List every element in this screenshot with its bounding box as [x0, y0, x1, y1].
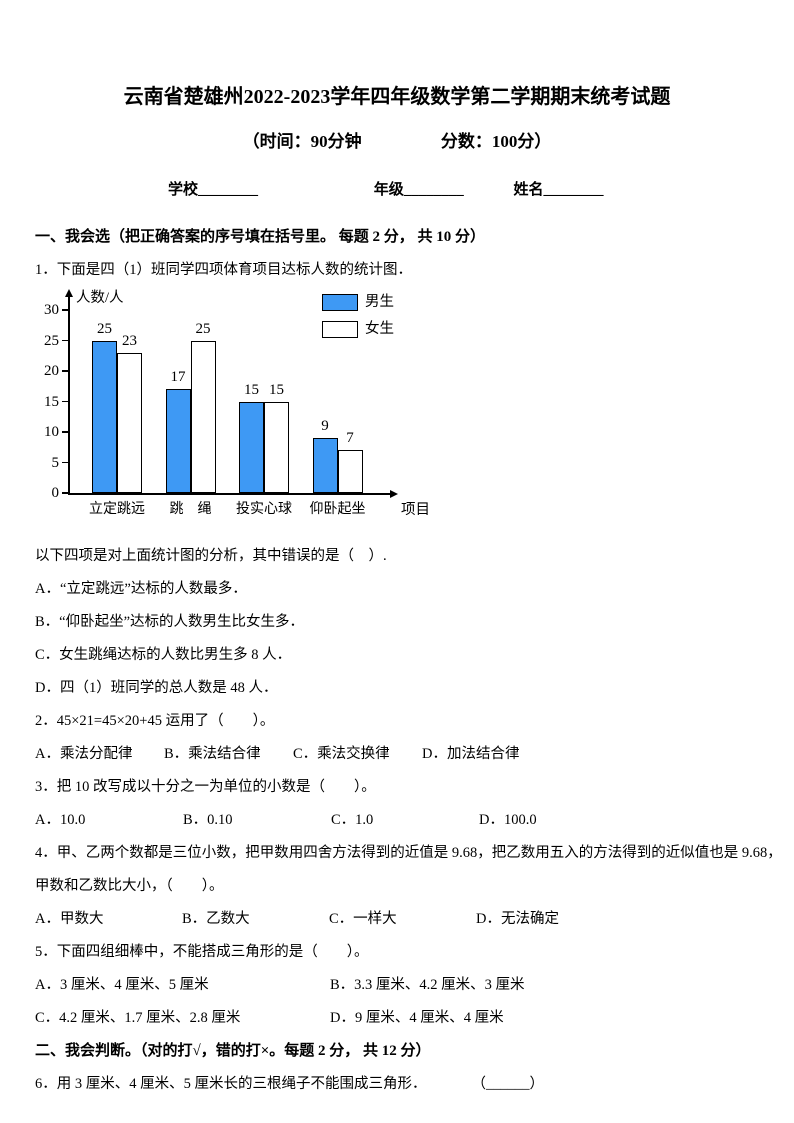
name-field[interactable]: 姓名________ — [513, 182, 604, 198]
x-axis-line — [68, 493, 392, 495]
category-label: 立定跳远 — [89, 502, 145, 517]
student-info-row: 学校________ 年级________ 姓名________ — [35, 179, 759, 201]
option-item: C．乘法交换律 — [293, 746, 390, 762]
y-tick-mark — [62, 492, 68, 494]
q4-text-line1: 4．甲、乙两个数都是三位小数，把甲数用四舍方法得到的近值是 9.68，把乙数用五… — [35, 845, 782, 861]
bar-value-label: 23 — [122, 332, 137, 349]
y-tick-label: 30 — [44, 302, 59, 318]
school-field[interactable]: 学校________ — [168, 182, 259, 198]
y-tick-label: 0 — [51, 485, 60, 501]
time-label: （时间：90分钟 — [242, 132, 362, 151]
grade-field[interactable]: 年级________ — [373, 182, 464, 198]
y-tick-mark — [62, 339, 68, 342]
option-item: D．加法结合律 — [422, 746, 520, 762]
y-tick-mark — [62, 370, 68, 372]
q5-options-row2: C．4.2 厘米、1.7 厘米、2.8 厘米 D．9 厘米、4 厘米、4 厘米 — [35, 1002, 759, 1035]
option-item: A．10.0 — [35, 812, 86, 828]
section-2-heading: 二、我会判断。（对的打√，错的打×。每题 2 分， 共 12 分） — [35, 1043, 431, 1059]
x-axis-label: 项目 — [401, 502, 430, 518]
option-item: C．一样大 — [329, 911, 397, 927]
y-tick-label: 10 — [44, 424, 59, 440]
bar-value-label: 17 — [170, 369, 186, 386]
y-tick-mark — [62, 309, 68, 311]
option-item: D．100.0 — [479, 812, 537, 828]
bar-男生 — [312, 438, 338, 493]
q2-text: 2．45×21=45×20+45 运用了（ ）。 — [35, 713, 275, 729]
bar-女生 — [117, 352, 142, 493]
option-item: C．女生跳绳达标的人数比男生多 8 人． — [35, 647, 292, 663]
option-item: A．乘法分配律 — [35, 746, 133, 762]
y-axis-label: 人数/人 — [76, 290, 124, 306]
category-label: 投实心球 — [236, 502, 292, 517]
legend-label: 女生 — [365, 321, 394, 337]
category-label: 跳 绳 — [169, 502, 212, 517]
bar-男生 — [239, 401, 264, 493]
x-axis-arrow-icon — [390, 490, 398, 498]
y-tick-mark — [62, 461, 68, 464]
option-item: B．乙数大 — [182, 911, 250, 927]
option-item: A．3 厘米、4 厘米、5 厘米 — [35, 977, 209, 993]
legend-swatch-男生 — [322, 294, 358, 311]
q6-row: 6．用 3 厘米、4 厘米、5 厘米长的三根绳子不能围成三角形． （______… — [35, 1068, 759, 1101]
bar-女生 — [190, 340, 216, 493]
section-1-heading: 一、我会选（把正确答案的序号填在括号里。 每题 2 分， 共 10 分） — [35, 229, 486, 245]
bar-value-label: 25 — [97, 320, 112, 337]
option-item: C．4.2 厘米、1.7 厘米、2.8 厘米 — [35, 1010, 241, 1026]
q5-text: 5．下面四组细棒中，不能搭成三角形的是（ ）。 — [35, 944, 369, 960]
q1-analysis: 以下四项是对上面统计图的分析，其中错误的是（ ）. — [35, 548, 387, 564]
bar-value-label: 7 — [346, 430, 354, 447]
option-item: A．“立定跳远”达标的人数最多． — [35, 581, 247, 597]
q6-text: 6．用 3 厘米、4 厘米、5 厘米长的三根绳子不能围成三角形． — [35, 1076, 427, 1092]
bar-chart: 人数/人 0 5 10 15 20 25 30 项目 25 23 立定跳远 17 25 跳 绳 15 15 投实心… — [35, 289, 475, 524]
bar-value-label: 25 — [195, 320, 211, 337]
option-item: C．1.0 — [331, 812, 374, 828]
y-tick-label: 5 — [51, 454, 60, 471]
option-item: A．甲数大 — [35, 911, 104, 927]
score-label: 分数：100分） — [440, 132, 552, 151]
y-tick-mark — [62, 400, 68, 403]
bar-男生 — [92, 340, 117, 493]
q3-options: A．10.0 B．0.10 C．1.0 D．100.0 — [35, 804, 759, 837]
y-tick-mark — [62, 431, 68, 433]
option-item: B．3.3 厘米、4.2 厘米、3 厘米 — [330, 977, 525, 993]
option-item: D．9 厘米、4 厘米、4 厘米 — [330, 1010, 504, 1026]
bar-女生 — [264, 401, 289, 493]
option-item: B．“仰卧起坐”达标的人数男生比女生多． — [35, 614, 305, 630]
y-tick-label: 15 — [44, 393, 59, 410]
option-item: B．0.10 — [183, 812, 233, 828]
y-tick-label: 25 — [44, 332, 59, 349]
q1-options: A．“立定跳远”达标的人数最多． B．“仰卧起坐”达标的人数男生比女生多． C．女生… — [35, 573, 759, 705]
y-tick-label: 20 — [44, 363, 59, 379]
y-axis-arrow-icon — [64, 289, 73, 297]
q1-text: 1．下面是四（1）班同学四项体育项目达标人数的统计图． — [35, 262, 412, 278]
legend-swatch-女生 — [322, 321, 358, 338]
bar-女生 — [337, 450, 363, 493]
legend-label: 男生 — [365, 294, 394, 310]
category-label: 仰卧起坐 — [309, 502, 366, 517]
bar-value-label: 15 — [269, 381, 284, 398]
q2-options: A．乘法分配律 B．乘法结合律 C．乘法交换律 D．加法结合律 — [35, 738, 759, 771]
q4-text-line2: 甲数和乙数比大小，（ ）。 — [35, 878, 224, 894]
bar-value-label: 15 — [244, 381, 259, 398]
bar-value-label: 9 — [321, 418, 329, 435]
y-axis-line — [68, 297, 70, 493]
option-item: B．乘法结合律 — [164, 746, 261, 762]
q5-options-row1: A．3 厘米、4 厘米、5 厘米 B．3.3 厘米、4.2 厘米、3 厘米 — [35, 969, 759, 1002]
q3-text: 3．把 10 改写成以十分之一为单位的小数是（ ）。 — [35, 779, 376, 795]
q4-options: A．甲数大 B．乙数大 C．一样大 D．无法确定 — [35, 903, 759, 936]
option-item: D．四（1）班同学的总人数是 48 人． — [35, 680, 278, 696]
page-title: 云南省楚雄州2022-2023学年四年级数学第二学期期末统考试题 — [123, 86, 671, 108]
bar-男生 — [165, 389, 191, 493]
exam-meta-row: （时间：90分钟 分数：100分） — [35, 131, 759, 153]
option-item: D．无法确定 — [476, 911, 559, 927]
q6-answer-blank[interactable]: （______） — [471, 1076, 545, 1092]
